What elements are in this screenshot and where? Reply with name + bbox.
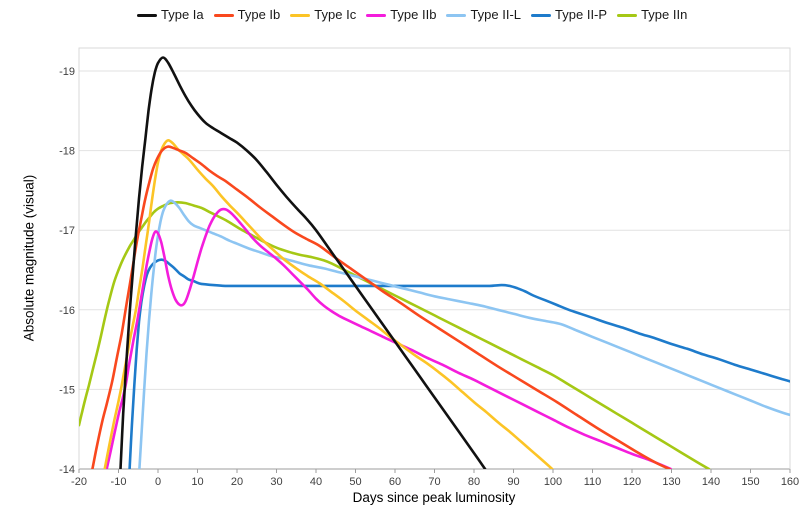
x-tick-label: 80 — [468, 476, 480, 488]
legend-label-type-ic: Type Ic — [314, 7, 357, 22]
x-tick-label: 130 — [662, 476, 680, 488]
legend-item-type-iin: Type IIn — [617, 6, 687, 24]
x-tick-label: 10 — [191, 476, 203, 488]
legend-item-type-iib: Type IIb — [366, 6, 436, 24]
legend-item-type-ic: Type Ic — [290, 6, 356, 24]
legend-swatch-type-ii-l — [446, 13, 467, 17]
legend-swatch-type-ia — [137, 13, 157, 17]
series-line-type-iib — [105, 207, 672, 469]
x-tick-label: 70 — [428, 476, 440, 488]
y-tick-label: -14 — [59, 464, 75, 476]
plot-border — [78, 47, 791, 469]
legend-swatch-type-ic — [290, 13, 311, 17]
series-line-type-ic — [103, 139, 554, 469]
legend-label-type-ia: Type Ia — [161, 7, 204, 22]
x-tick-label: 100 — [544, 476, 562, 488]
legend-item-type-ii-p: Type II-P — [531, 6, 607, 24]
x-tick-label: 160 — [781, 476, 799, 488]
legend-label-type-ii-l: Type II-L — [470, 7, 522, 22]
series-line-type-iin — [79, 201, 711, 469]
legend-label-type-iib: Type IIb — [390, 7, 437, 22]
x-tick-label: 110 — [584, 476, 602, 488]
y-tick-label: -17 — [59, 225, 75, 237]
x-tick-label: -20 — [71, 476, 87, 488]
legend-swatch-type-ib — [213, 13, 234, 17]
legend-swatch-type-ii-p — [531, 13, 552, 17]
legend-item-type-ib: Type Ib — [213, 6, 281, 24]
x-tick-label: 30 — [270, 476, 282, 488]
y-tick-label: -19 — [59, 66, 75, 78]
x-tick-label: -10 — [111, 476, 127, 488]
x-tick-label: 0 — [155, 476, 161, 488]
x-tick-label: 40 — [310, 476, 322, 488]
y-axis-title: Absolute magnitude (visual) — [21, 174, 37, 342]
legend-label-type-iin: Type IIn — [641, 7, 688, 22]
x-tick-label: 120 — [623, 476, 641, 488]
x-tick-label: 20 — [231, 476, 243, 488]
x-tick-label: 90 — [507, 476, 519, 488]
legend-item-type-ii-l: Type II-L — [446, 6, 521, 24]
legend-label-type-ii-p: Type II-P — [555, 7, 608, 22]
legend-item-type-ia: Type Ia — [137, 6, 204, 24]
x-tick-label: 60 — [389, 476, 401, 488]
y-tick-label: -16 — [59, 305, 75, 317]
series-line-type-ia — [119, 56, 487, 469]
x-tick-label: 150 — [741, 476, 759, 488]
series-line-type-ii-p — [128, 258, 790, 469]
y-tick-label: -15 — [59, 384, 75, 396]
chart-legend: Type Ia Type Ib Type Ic Type IIb Type II-L Ty… — [137, 6, 687, 24]
legend-swatch-type-iin — [617, 13, 638, 17]
x-axis-title: Days since peak luminosity — [352, 490, 516, 505]
legend-swatch-type-iib — [366, 13, 387, 17]
series-line-type-ii-l — [138, 199, 790, 469]
x-tick-label: 50 — [349, 476, 361, 488]
series-line-type-ib — [91, 145, 671, 469]
x-tick-label: 140 — [702, 476, 720, 488]
y-tick-label: -18 — [59, 146, 75, 158]
legend-label-type-ib: Type Ib — [237, 7, 281, 22]
